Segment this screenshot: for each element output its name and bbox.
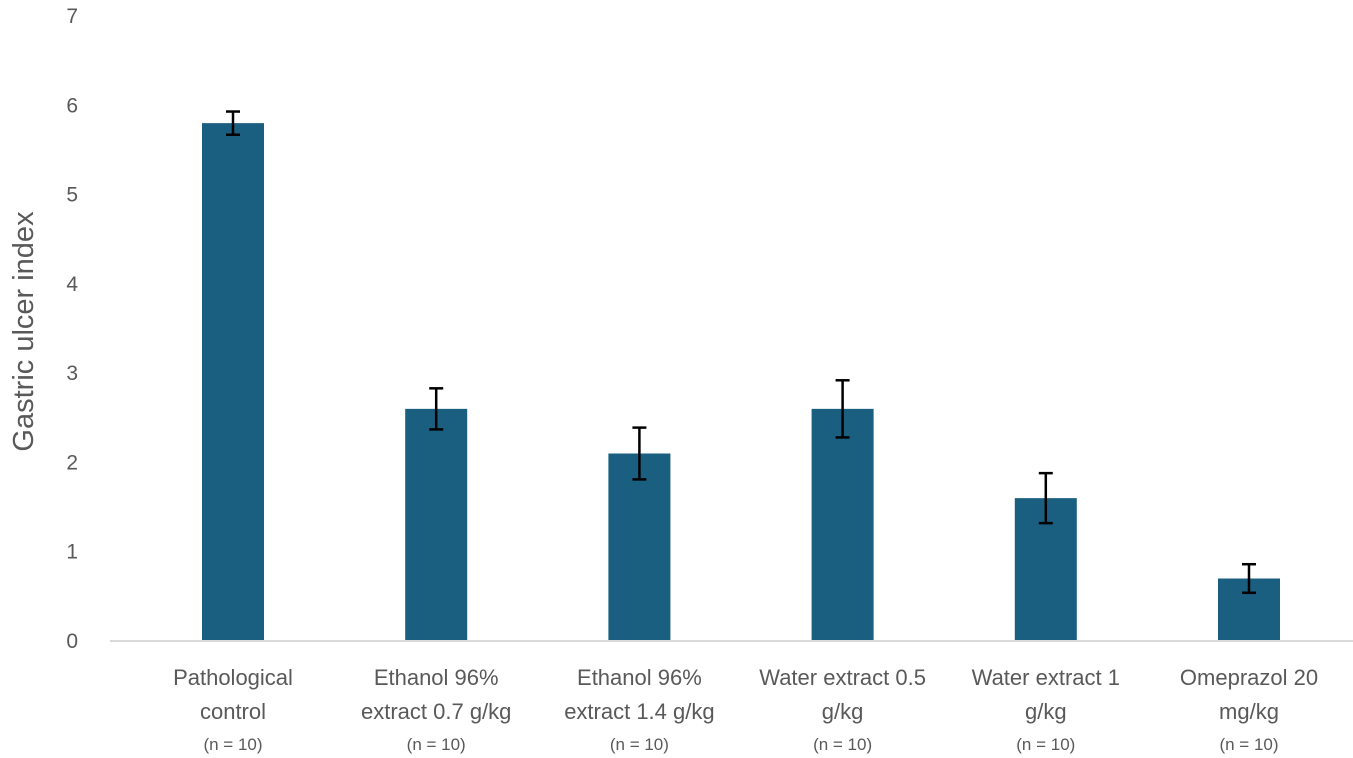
bar [405, 408, 468, 641]
x-category-sample-size: (n = 10) [407, 735, 466, 754]
y-tick-label: 3 [66, 362, 78, 385]
y-tick-label: 6 [66, 94, 78, 117]
y-tick-label: 4 [66, 273, 78, 296]
y-tick-label: 0 [66, 630, 78, 653]
error-bar [226, 110, 240, 136]
error-bar [1242, 562, 1256, 595]
x-category-label: extract 1.4 g/kg [564, 699, 714, 724]
x-category-label: extract 0.7 g/kg [361, 699, 511, 724]
x-axis-category-labels: Pathological control (n = 10) Ethanol 96% ex… [173, 665, 1318, 754]
y-tick-label: 2 [66, 451, 78, 474]
error-bar [1038, 471, 1053, 525]
x-category-label: g/kg [1025, 699, 1067, 724]
x-category-label: Ethanol 96% [374, 665, 499, 690]
y-tick-label: 1 [66, 541, 78, 564]
x-category-sample-size: (n = 10) [1016, 735, 1075, 754]
x-category-label: Ethanol 96% [577, 665, 702, 690]
error-bar [835, 379, 850, 439]
x-category-sample-size: (n = 10) [1219, 735, 1278, 754]
error-bar [429, 387, 444, 431]
x-category-label: g/kg [822, 699, 864, 724]
y-axis-label: Gastric ulcer index [8, 211, 40, 452]
x-category-label: Pathological [173, 665, 293, 690]
y-tick-label: 5 [66, 184, 78, 207]
error-bar [632, 426, 647, 481]
y-tick-label: 7 [66, 5, 78, 28]
x-category-sample-size: (n = 10) [610, 735, 669, 754]
y-axis-ticks: 0 1 2 3 4 5 6 7 [66, 5, 78, 653]
bar [608, 453, 671, 641]
x-category-sample-size: (n = 10) [203, 735, 262, 754]
bar [202, 123, 264, 641]
x-category-label: control [200, 699, 266, 724]
bar [811, 408, 874, 641]
error-bars [226, 110, 1256, 595]
bars [202, 123, 1280, 641]
x-category-label: Water extract 1 [972, 665, 1120, 690]
x-category-label: mg/kg [1219, 699, 1279, 724]
x-category-label: Water extract 0.5 [759, 665, 926, 690]
x-category-sample-size: (n = 10) [813, 735, 872, 754]
x-category-label: Omeprazol 20 [1180, 665, 1318, 690]
